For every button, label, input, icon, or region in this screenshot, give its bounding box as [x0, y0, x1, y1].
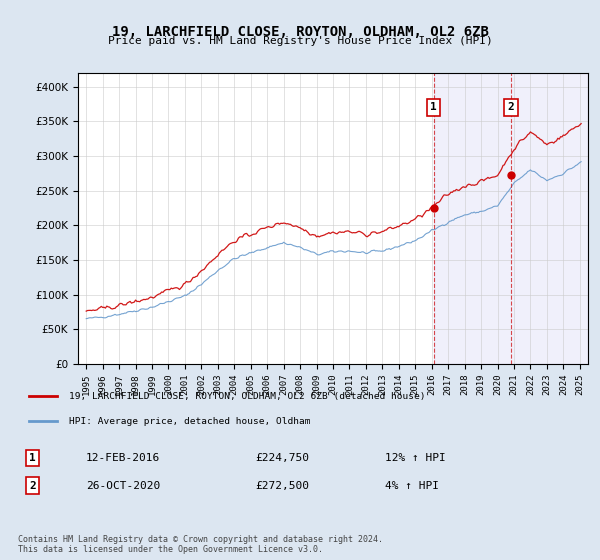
- Text: 19, LARCHFIELD CLOSE, ROYTON, OLDHAM, OL2 6ZB (detached house): 19, LARCHFIELD CLOSE, ROYTON, OLDHAM, OL…: [69, 392, 425, 401]
- Text: Price paid vs. HM Land Registry's House Price Index (HPI): Price paid vs. HM Land Registry's House …: [107, 36, 493, 46]
- Text: 26-OCT-2020: 26-OCT-2020: [86, 480, 160, 491]
- Text: £272,500: £272,500: [255, 480, 309, 491]
- Text: 19, LARCHFIELD CLOSE, ROYTON, OLDHAM, OL2 6ZB: 19, LARCHFIELD CLOSE, ROYTON, OLDHAM, OL…: [112, 25, 488, 39]
- Text: 1: 1: [29, 453, 36, 463]
- Text: 2: 2: [508, 102, 515, 113]
- Text: Contains HM Land Registry data © Crown copyright and database right 2024.
This d: Contains HM Land Registry data © Crown c…: [18, 535, 383, 554]
- Text: 2: 2: [29, 480, 36, 491]
- Text: 1: 1: [430, 102, 437, 113]
- Text: 12% ↑ HPI: 12% ↑ HPI: [385, 453, 445, 463]
- Text: 4% ↑ HPI: 4% ↑ HPI: [385, 480, 439, 491]
- Text: HPI: Average price, detached house, Oldham: HPI: Average price, detached house, Oldh…: [69, 417, 310, 426]
- Text: £224,750: £224,750: [255, 453, 309, 463]
- Bar: [434, 73, 588, 364]
- Text: 12-FEB-2016: 12-FEB-2016: [86, 453, 160, 463]
